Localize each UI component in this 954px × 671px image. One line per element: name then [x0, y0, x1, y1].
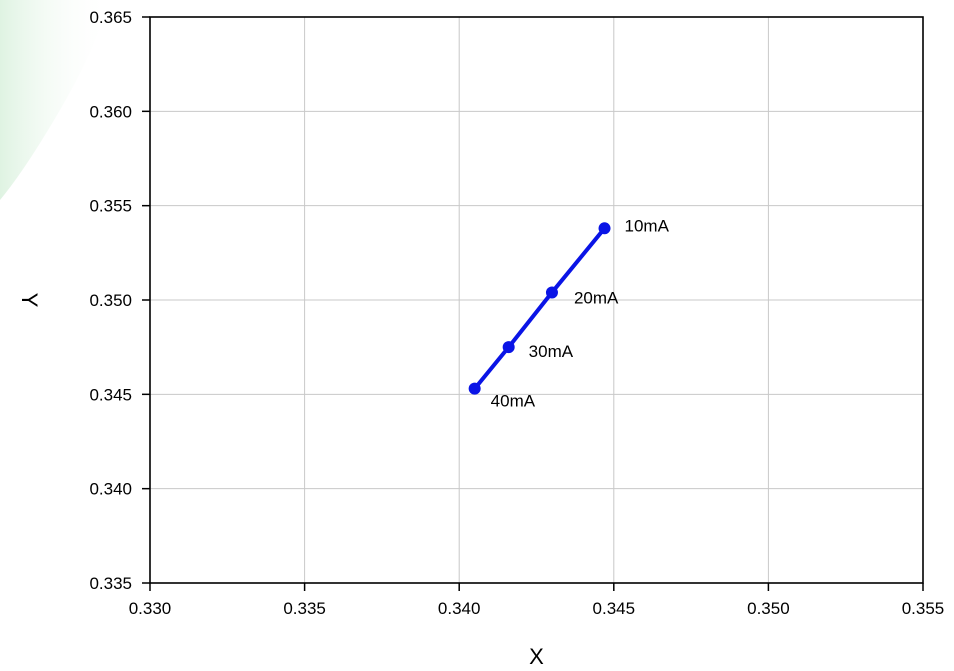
x-tick-labels: 0.330 0.335 0.340 0.345 0.350 0.355 — [129, 599, 945, 618]
data-point — [598, 222, 611, 235]
y-tick-label: 0.350 — [89, 291, 132, 310]
y-axis-title: Y — [17, 293, 42, 308]
y-tick-label: 0.340 — [89, 480, 132, 499]
ticks — [142, 16, 924, 591]
x-tick-label: 0.355 — [902, 599, 945, 618]
y-tick-label: 0.335 — [89, 574, 132, 593]
x-tick-label: 0.340 — [438, 599, 481, 618]
data-point-label: 10mA — [625, 216, 670, 235]
x-axis-title: X — [529, 644, 544, 669]
data-point-label: 20mA — [574, 288, 619, 307]
y-tick-label: 0.360 — [89, 102, 132, 121]
x-tick-label: 0.345 — [593, 599, 636, 618]
y-tick-labels: 0.335 0.340 0.345 0.350 0.355 0.360 0.365 — [89, 8, 132, 593]
data-point-label: 30mA — [529, 342, 574, 361]
grid — [149, 16, 924, 584]
y-tick-label: 0.365 — [89, 8, 132, 27]
data-point — [502, 341, 515, 354]
y-tick-label: 0.355 — [89, 197, 132, 216]
x-tick-label: 0.335 — [283, 599, 326, 618]
x-tick-label: 0.330 — [129, 599, 172, 618]
series-line — [472, 226, 607, 391]
data-point-label: 40mA — [491, 392, 536, 411]
series-layer: 10mA 20mA 30mA 40mA — [468, 216, 670, 411]
x-tick-label: 0.350 — [747, 599, 790, 618]
data-point — [545, 286, 558, 299]
y-tick-label: 0.345 — [89, 385, 132, 404]
data-point — [468, 382, 481, 395]
